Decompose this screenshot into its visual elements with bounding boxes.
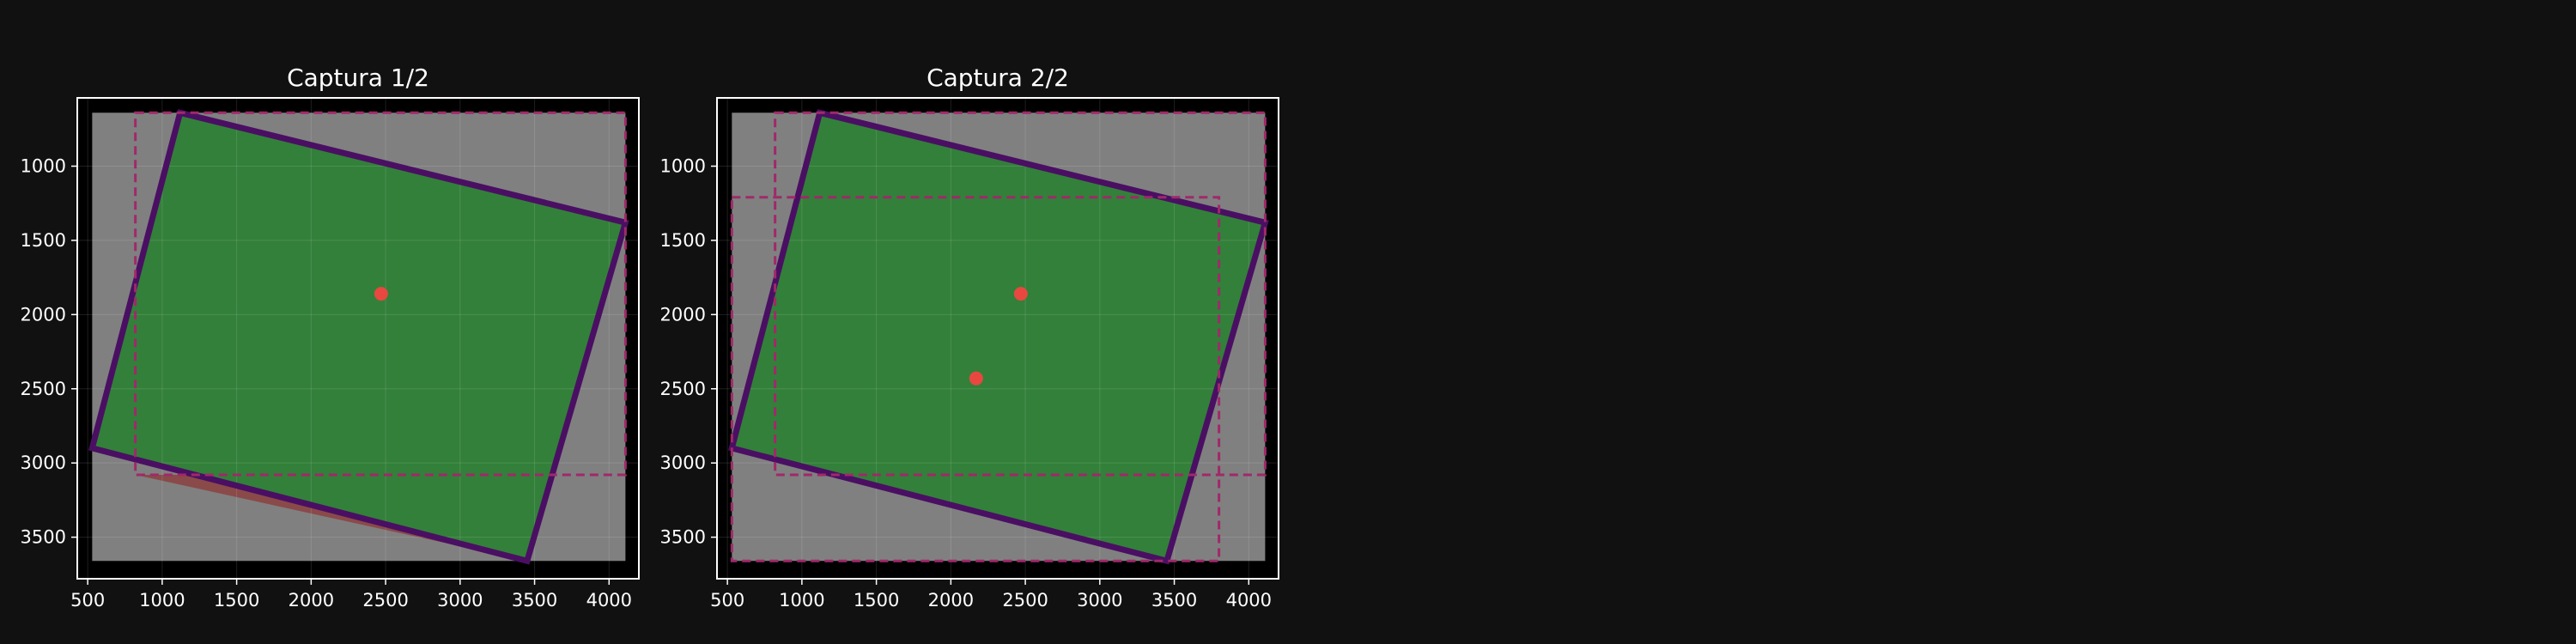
center-point bbox=[1013, 287, 1028, 301]
y-tick-label: 3000 bbox=[660, 453, 706, 473]
y-tick-label: 1000 bbox=[660, 156, 706, 177]
rotated-frame-edge bbox=[88, 109, 629, 565]
chart-panel-1: 500 1000 1500 2000 2500 3000 3500 4000 1000 1500 2… bbox=[21, 64, 640, 611]
rotated-frame-edge bbox=[728, 109, 1269, 565]
x-tick-label: 3500 bbox=[512, 590, 557, 611]
x-tick-label: 1000 bbox=[779, 590, 824, 611]
y-tick-label: 1500 bbox=[660, 230, 706, 251]
rotated-frame-fill bbox=[732, 112, 1266, 562]
x-tick-label: 2500 bbox=[362, 590, 408, 611]
y-tick-label: 2000 bbox=[21, 304, 66, 325]
chart-panel-2: 500 1000 1500 2000 2500 3000 3500 4000 1000 1500 2… bbox=[660, 64, 1279, 611]
chart-title: Captura 1/2 bbox=[287, 64, 429, 92]
x-tick-label: 1500 bbox=[214, 590, 259, 611]
crop-box bbox=[730, 196, 1221, 562]
y-tick-label: 1500 bbox=[21, 230, 66, 251]
x-tick-label: 3000 bbox=[1077, 590, 1122, 611]
x-tick-label: 1500 bbox=[854, 590, 899, 611]
x-tick-label: 2000 bbox=[928, 590, 974, 611]
axes-frame bbox=[716, 97, 1279, 580]
x-tick-label: 4000 bbox=[586, 590, 632, 611]
y-tick-label: 3000 bbox=[21, 453, 66, 473]
y-tick-label: 3500 bbox=[660, 527, 706, 548]
center-point bbox=[969, 371, 983, 386]
x-tick-label: 1000 bbox=[139, 590, 185, 611]
axes-frame bbox=[76, 97, 640, 580]
x-tick-label: 3000 bbox=[437, 590, 483, 611]
x-tick-label: 2500 bbox=[1002, 590, 1048, 611]
y-tick-label: 2500 bbox=[21, 379, 66, 399]
y-tick-label: 2500 bbox=[660, 379, 706, 399]
x-tick-label: 3500 bbox=[1151, 590, 1197, 611]
y-tick-label: 3500 bbox=[21, 527, 66, 548]
center-point bbox=[374, 287, 388, 301]
x-tick-label: 4000 bbox=[1226, 590, 1272, 611]
y-tick-label: 2000 bbox=[660, 304, 706, 325]
x-tick-label: 500 bbox=[70, 590, 105, 611]
x-tick-label: 500 bbox=[710, 590, 744, 611]
y-tick-label: 1000 bbox=[21, 156, 66, 177]
x-tick-label: 2000 bbox=[289, 590, 334, 611]
rotated-frame-fill bbox=[92, 112, 626, 562]
chart-title: Captura 2/2 bbox=[927, 64, 1069, 92]
